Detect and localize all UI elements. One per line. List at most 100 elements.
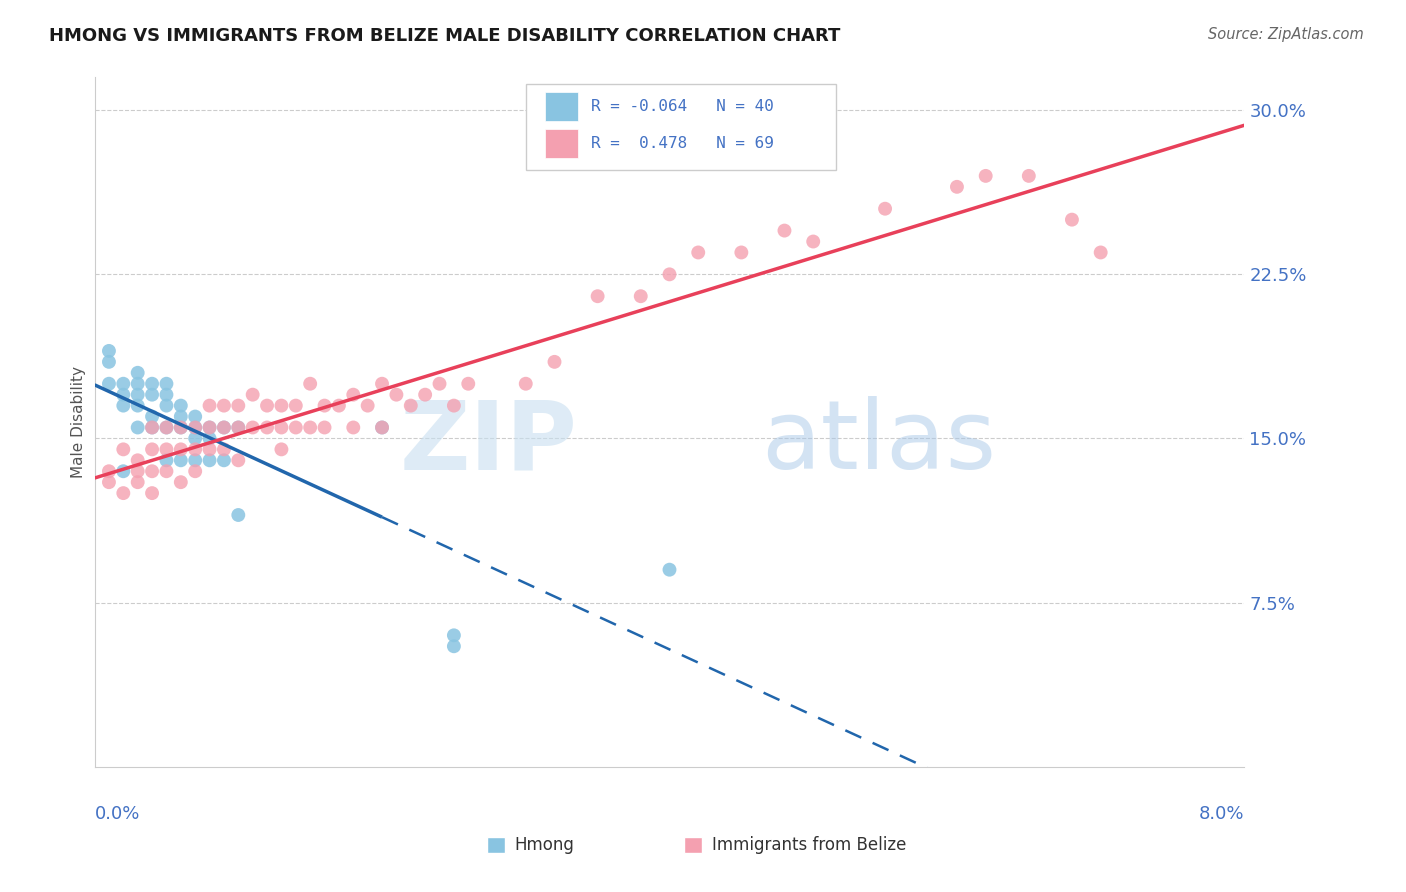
Point [630,289,652,303]
Point [429,376,451,391]
Point [314,420,336,434]
Point [170,475,193,490]
Point [184,464,207,478]
Text: Source: ZipAtlas.com: Source: ZipAtlas.com [1208,27,1364,42]
Point [773,224,796,238]
Text: HMONG VS IMMIGRANTS FROM BELIZE MALE DISABILITY CORRELATION CHART: HMONG VS IMMIGRANTS FROM BELIZE MALE DIS… [49,27,841,45]
Point [226,508,249,522]
FancyBboxPatch shape [546,92,578,121]
Point [801,235,824,249]
Point [256,420,278,434]
Point [141,387,163,401]
Point [443,640,465,654]
Point [141,420,163,434]
Y-axis label: Male Disability: Male Disability [72,366,86,478]
Text: R = -0.064   N = 40: R = -0.064 N = 40 [592,99,775,114]
Point [1018,169,1040,183]
Point [284,420,307,434]
Point [141,486,163,500]
Point [170,453,193,467]
Point [299,420,322,434]
Point [356,399,378,413]
Point [658,563,681,577]
Point [127,376,149,391]
Point [586,289,609,303]
Point [112,399,135,413]
Point [198,442,221,457]
Point [170,442,193,457]
Point [97,343,120,358]
Point [443,628,465,642]
Text: Hmong: Hmong [515,836,575,854]
Point [457,376,479,391]
Point [226,420,249,434]
Point [543,355,565,369]
Text: atlas: atlas [762,396,997,489]
Point [112,387,135,401]
Point [198,420,221,434]
Point [226,420,249,434]
Point [141,376,163,391]
Point [97,376,120,391]
Point [342,387,364,401]
Text: 0.0%: 0.0% [94,805,141,823]
Point [314,399,336,413]
Point [212,442,235,457]
Point [112,486,135,500]
Point [371,420,394,434]
Text: 8.0%: 8.0% [1199,805,1244,823]
Point [1090,245,1112,260]
Point [97,464,120,478]
Point [127,475,149,490]
Point [97,475,120,490]
Point [443,399,465,413]
Point [212,420,235,434]
Point [127,399,149,413]
Point [270,420,292,434]
Point [198,453,221,467]
Point [270,399,292,413]
Point [184,432,207,446]
Point [730,245,752,260]
Point [399,399,422,413]
Point [155,387,177,401]
Point [226,399,249,413]
Point [515,376,537,391]
Point [198,420,221,434]
Point [875,202,897,216]
Point [127,453,149,467]
Point [155,399,177,413]
Point [127,420,149,434]
Point [226,453,249,467]
Point [155,464,177,478]
Point [155,453,177,467]
Point [127,464,149,478]
Point [184,420,207,434]
FancyBboxPatch shape [526,85,837,170]
Point [141,464,163,478]
Point [141,420,163,434]
Point [141,442,163,457]
Point [242,420,264,434]
Text: ZIP: ZIP [399,396,578,489]
Point [127,387,149,401]
Point [242,387,264,401]
Point [97,355,120,369]
Text: Immigrants from Belize: Immigrants from Belize [711,836,905,854]
Point [112,442,135,457]
Point [212,420,235,434]
Point [270,442,292,457]
Point [184,409,207,424]
Point [256,399,278,413]
Point [328,399,350,413]
Text: R =  0.478   N = 69: R = 0.478 N = 69 [592,136,775,151]
Point [184,420,207,434]
Point [170,409,193,424]
Point [184,442,207,457]
Point [284,399,307,413]
Point [170,420,193,434]
Point [170,399,193,413]
Point [112,376,135,391]
Point [688,245,710,260]
Point [127,366,149,380]
